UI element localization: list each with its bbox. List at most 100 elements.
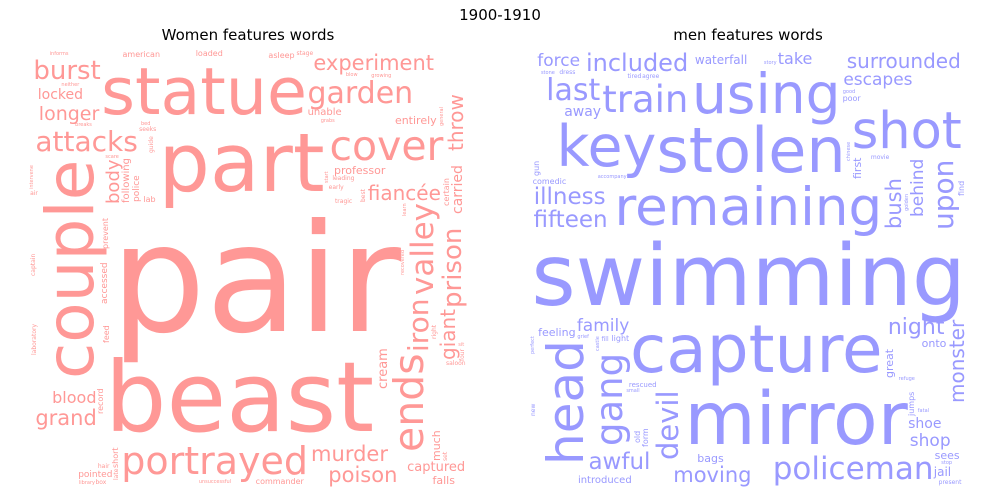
cloud-word: form: [641, 428, 651, 448]
cloud-word: set: [442, 452, 450, 462]
cloud-word: monster: [944, 319, 968, 403]
cloud-word: guide: [147, 136, 155, 154]
cloud-word: illness: [533, 184, 606, 211]
cloud-word: breaks: [75, 122, 92, 129]
cloud-word: grief: [577, 333, 589, 340]
cloud-word: locked: [37, 87, 84, 103]
cloud-word: valley: [404, 202, 441, 295]
cloud-word: poison: [328, 462, 398, 487]
cloud-word: fiancée: [367, 181, 441, 206]
cloud-word: gang: [587, 352, 631, 446]
cloud-word: cover: [329, 122, 444, 171]
cloud-word: take: [777, 48, 813, 68]
cloud-word: prevent: [101, 217, 111, 249]
cloud-word: lab: [143, 194, 156, 204]
cloud-word: shop: [909, 430, 951, 451]
cloud-word: attacks: [35, 124, 138, 158]
cloud-word: great: [882, 348, 896, 378]
cloud-word: body: [102, 159, 124, 204]
cloud-word: commander: [255, 477, 304, 487]
cloud-word: saloon: [445, 360, 466, 368]
cloud-word: growing: [371, 72, 392, 79]
cloud-word: beast: [104, 340, 375, 454]
cloud-word: library: [78, 479, 95, 486]
men-cloud-title: men features words: [673, 26, 823, 44]
cloud-word: informs: [49, 50, 69, 57]
cloud-word: tired: [627, 73, 642, 81]
cloud-word: short: [110, 447, 120, 468]
cloud-word: included: [585, 48, 689, 77]
cloud-word: light: [611, 333, 630, 343]
cloud-word: story: [763, 59, 777, 66]
cloud-word: part: [158, 116, 325, 211]
cloud-word: asleep: [268, 50, 295, 60]
cloud-word: portrayed: [121, 438, 309, 483]
cloud-word: blow: [345, 72, 358, 79]
cloud-word: feed: [101, 324, 111, 343]
cloud-word: certain: [442, 177, 451, 206]
cloud-word: accompany: [597, 174, 627, 181]
cloud-word: pointed: [78, 470, 113, 481]
cloud-word: giant: [436, 308, 461, 360]
cloud-word: key: [556, 114, 657, 181]
cloud-word: upon: [926, 159, 960, 230]
cloud-word: murder: [311, 441, 388, 466]
cloud-word: loaded: [195, 49, 223, 59]
cloud-word: stolen: [656, 113, 846, 187]
cloud-word: agree: [642, 72, 660, 80]
cloud-word: learn: [401, 202, 408, 216]
cloud-word: experiment: [313, 50, 434, 75]
cloud-word: perfect: [529, 336, 536, 355]
cloud-word: accessed: [100, 262, 111, 305]
cloud-word: professor: [334, 164, 386, 178]
cloud-word: couple: [32, 159, 110, 379]
cloud-word: feeling: [538, 325, 576, 339]
cloud-word: carried: [450, 165, 467, 215]
cloud-word: recovered: [400, 249, 407, 275]
men-word-cloud: swimming remaining capture stolen mirror usin…: [528, 48, 968, 488]
cloud-word: family: [576, 316, 630, 337]
cloud-word: head: [536, 340, 595, 466]
cloud-word: grabs: [320, 117, 335, 124]
cloud-word: mirror: [684, 376, 908, 462]
cloud-word: stop: [941, 459, 953, 466]
cloud-word: stage: [296, 49, 314, 57]
cloud-word: early: [328, 184, 344, 192]
cloud-word: captured: [407, 460, 466, 476]
cloud-word: record: [96, 388, 106, 415]
cloud-word: much: [430, 429, 444, 461]
cloud-word: start: [324, 171, 331, 183]
cloud-word: swimming: [531, 226, 966, 326]
cloud-word: good: [842, 88, 856, 95]
cloud-word: new: [529, 404, 537, 417]
cloud-word: fifteen: [533, 207, 608, 234]
cloud-word: old: [632, 431, 642, 444]
cloud-word: away: [564, 104, 602, 121]
cloud-word: burst: [33, 56, 101, 87]
figure-title: 1900-1910: [459, 6, 541, 24]
cloud-word: escapes: [843, 69, 913, 90]
cloud-word: entirely: [394, 114, 437, 128]
cloud-word: small: [626, 388, 640, 395]
cloud-word: jail: [933, 465, 952, 480]
cloud-word: chinese: [845, 141, 852, 161]
cloud-word: late: [112, 468, 120, 480]
cloud-word: air: [30, 189, 38, 197]
cloud-word: box: [95, 479, 107, 487]
cloud-word: stone: [540, 69, 555, 76]
cloud-word: american: [122, 50, 161, 60]
cloud-word: last: [546, 73, 601, 109]
cloud-word: present: [938, 478, 962, 486]
cloud-word: pair: [110, 193, 402, 368]
cloud-word: shot: [851, 102, 962, 162]
cloud-word: capture: [630, 311, 883, 389]
cloud-word: four: [458, 348, 466, 361]
cloud-word: iron: [401, 298, 435, 352]
cloud-word: prison: [437, 228, 468, 309]
cloud-word: unable: [307, 107, 342, 119]
cloud-word: throw: [444, 94, 468, 152]
cloud-word: find: [957, 180, 967, 196]
cloud-word: onto: [921, 336, 947, 350]
cloud-word: train: [602, 78, 689, 122]
women-word-cloud: pair part beast statue couple cover portrayed a…: [28, 48, 468, 488]
